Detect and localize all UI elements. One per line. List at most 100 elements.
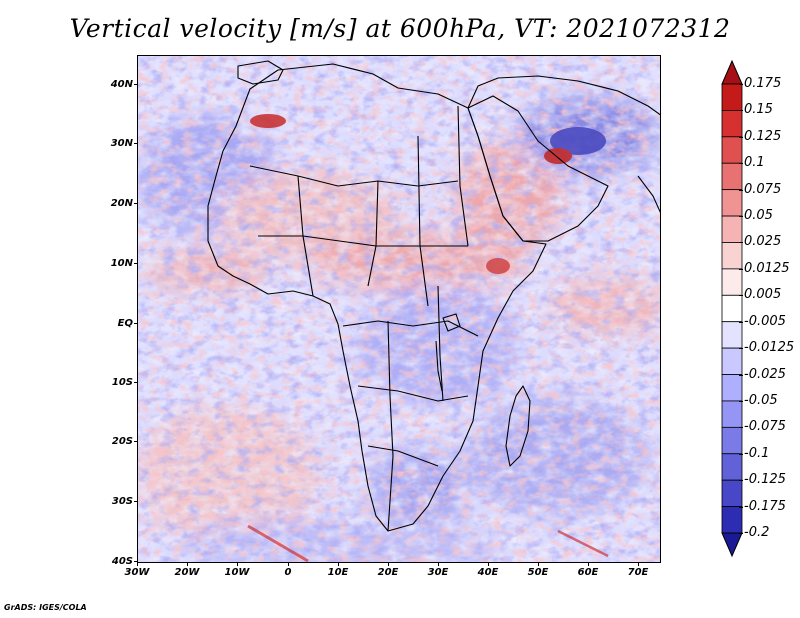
colorbar-label: -0.175 — [744, 498, 786, 514]
colorbar — [721, 60, 743, 557]
lat-tick — [134, 561, 138, 562]
colorbar-segment — [721, 453, 743, 481]
colorbar-tick — [739, 136, 743, 138]
colorbar-tick — [739, 453, 743, 455]
colorbar-segment — [721, 83, 743, 111]
lon-tick — [288, 562, 289, 566]
lon-tick — [338, 562, 339, 566]
colorbar-label: 0.15 — [744, 102, 773, 118]
lat-tick — [134, 501, 138, 502]
lat-label-40n: 40N — [110, 79, 133, 90]
lat-tick — [134, 441, 138, 442]
lon-label-50e: 50E — [527, 567, 549, 578]
iberia-coastline — [237, 60, 284, 85]
lon-label-10w: 10W — [224, 567, 250, 578]
border-10 — [387, 320, 394, 532]
lat-tick — [134, 203, 138, 204]
colorbar-label: 0.0125 — [744, 260, 790, 276]
core-iran-zagros — [550, 127, 606, 155]
colorbar-segment — [721, 532, 743, 557]
lon-label-0: 0 — [284, 567, 292, 578]
border-7 — [342, 320, 479, 337]
lat-label-20s: 20S — [111, 436, 133, 447]
core-ethiopia-red — [486, 258, 510, 274]
border-5 — [457, 105, 469, 247]
core-atlas-red — [250, 114, 286, 128]
colorbar-tick — [739, 374, 743, 376]
colorbar-label: 0.025 — [744, 234, 782, 250]
colorbar-tick — [739, 427, 743, 429]
colorbar-segment — [721, 136, 743, 164]
colorbar-tick — [739, 163, 743, 165]
lon-label-40e: 40E — [477, 567, 499, 578]
colorbar-segment — [721, 268, 743, 296]
strong-cores — [247, 114, 609, 562]
streak-southwest — [247, 524, 309, 562]
lat-tick — [134, 143, 138, 144]
lon-label-10e: 10E — [327, 567, 349, 578]
lat-label-30s: 30S — [111, 496, 133, 507]
colorbar-segment — [721, 374, 743, 402]
border-6 — [258, 235, 468, 247]
colorbar-segment — [721, 479, 743, 507]
colorbar-tick — [739, 84, 743, 85]
colorbar-tick — [739, 400, 743, 402]
coastlines-and-borders — [207, 60, 660, 532]
lon-tick — [588, 562, 589, 566]
colorbar-label: -0.125 — [744, 472, 786, 488]
arabia-coastline — [467, 95, 609, 242]
colorbar-label: 0.125 — [744, 128, 782, 144]
lat-label-30n: 30N — [110, 138, 133, 149]
lon-label-20e: 20E — [377, 567, 399, 578]
core-iran-red — [544, 148, 572, 164]
india-coastline — [637, 175, 660, 213]
colorbar-segment — [721, 321, 743, 349]
lat-label-10s: 10S — [111, 377, 133, 388]
velocity-field-map — [138, 56, 660, 562]
lat-label-10n: 10N — [110, 258, 133, 269]
colorbar-label: 0.175 — [744, 76, 782, 91]
colorbar-segment — [721, 242, 743, 270]
lon-tick — [388, 562, 389, 566]
lat-label-20n: 20N — [110, 198, 133, 209]
lon-label-20w: 20W — [174, 567, 200, 578]
colorbar-label: -0.05 — [744, 392, 778, 408]
lake-victoria — [442, 313, 461, 332]
border-1 — [249, 165, 459, 187]
colorbar-segment — [721, 294, 743, 323]
colorbar-segment — [721, 347, 743, 375]
border-9 — [367, 445, 439, 467]
colorbar-label: 0.1 — [744, 155, 765, 171]
middle-east-coastline — [467, 75, 660, 116]
colorbar-segment — [721, 506, 743, 534]
colorbar-tick — [739, 268, 743, 270]
lon-label-70e: 70E — [627, 567, 649, 578]
colorbar-segment — [721, 426, 743, 455]
lon-tick — [488, 562, 489, 566]
lon-label-30e: 30E — [427, 567, 449, 578]
colorbar-tick — [739, 480, 743, 482]
colorbar-label: -0.005 — [744, 313, 786, 329]
colorbar-segment — [721, 400, 743, 428]
colorbar-label: -0.025 — [744, 366, 786, 382]
map-panel — [137, 55, 661, 563]
colorbar-segment — [721, 60, 743, 85]
border-11 — [437, 285, 444, 402]
lon-label-30w: 30W — [124, 567, 150, 578]
lon-tick — [638, 562, 639, 566]
colorbar-segment — [721, 110, 743, 138]
lat-tick — [134, 84, 138, 85]
colorbar-label: 0.075 — [744, 181, 782, 197]
colorbar-label: 0.05 — [744, 208, 773, 224]
colorbar-tick — [739, 506, 743, 508]
colorbar-label: 0.005 — [744, 287, 782, 303]
lon-tick — [187, 562, 188, 566]
streak-southeast — [557, 529, 609, 558]
colorbar-label: -0.1 — [744, 445, 770, 461]
lat-tick — [134, 323, 138, 324]
lon-label-60e: 60E — [577, 567, 599, 578]
colorbar-segment — [721, 162, 743, 191]
lake-tanganyika — [435, 340, 443, 392]
colorbar-tick — [739, 533, 743, 534]
lon-tick — [538, 562, 539, 566]
